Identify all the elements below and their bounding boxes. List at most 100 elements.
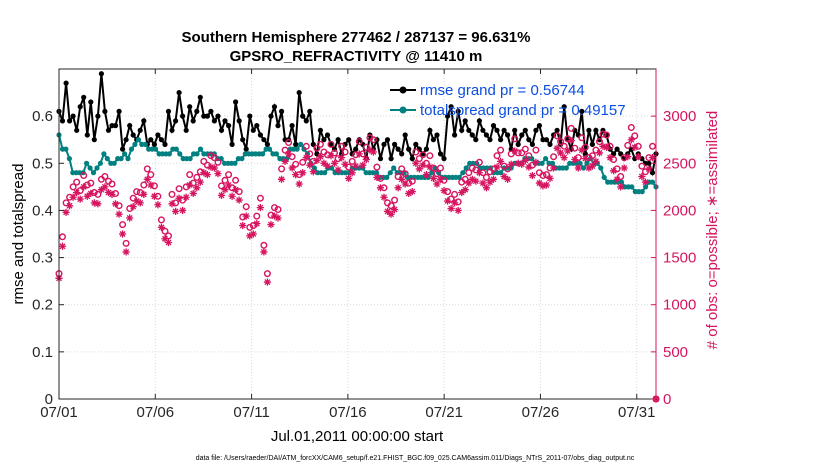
y-left-tick-label: 0.4 bbox=[32, 202, 53, 219]
assimilated-obs-point bbox=[440, 187, 448, 195]
rmse-point bbox=[589, 141, 596, 147]
possible-obs-point bbox=[408, 177, 416, 185]
assimilated-obs-point bbox=[330, 159, 339, 167]
spread-point bbox=[194, 151, 200, 157]
assimilated-obs-point bbox=[143, 175, 151, 183]
possible-obs-point bbox=[419, 151, 427, 159]
possible-obs-point bbox=[588, 152, 596, 160]
rmse-point bbox=[88, 99, 94, 105]
spread-point bbox=[266, 146, 273, 152]
assimilated-obs-point bbox=[232, 186, 240, 194]
possible-obs-point bbox=[610, 155, 618, 163]
spread-point bbox=[598, 165, 604, 171]
assimilated-obs-point bbox=[334, 166, 342, 174]
assimilated-obs-point bbox=[454, 206, 462, 215]
assimilated-obs-point bbox=[436, 175, 445, 183]
rmse-point bbox=[494, 127, 500, 133]
possible-obs-point bbox=[306, 150, 314, 158]
possible-obs-point bbox=[232, 176, 240, 184]
spread-point bbox=[391, 165, 397, 171]
rmse-point bbox=[515, 141, 521, 147]
spread-point bbox=[111, 160, 117, 166]
assimilated-obs-point bbox=[299, 169, 307, 177]
assimilated-obs-point bbox=[73, 188, 81, 197]
rmse-point bbox=[70, 113, 76, 119]
spread-point bbox=[97, 160, 103, 166]
possible-obs-point bbox=[193, 173, 201, 181]
assimilated-obs-point bbox=[405, 189, 413, 198]
assimilated-obs-point bbox=[472, 177, 480, 185]
assimilated-obs-point bbox=[83, 192, 91, 200]
assimilated-obs-point bbox=[581, 154, 589, 163]
possible-obs-point bbox=[168, 190, 176, 198]
possible-obs-point bbox=[143, 165, 151, 173]
possible-obs-point bbox=[271, 204, 279, 212]
rmse-point bbox=[130, 132, 136, 138]
spread-point bbox=[132, 141, 138, 147]
rmse-point bbox=[501, 127, 507, 133]
possible-obs-point bbox=[256, 194, 264, 202]
rmse-point bbox=[240, 137, 246, 143]
possible-obs-point bbox=[136, 188, 144, 196]
possible-obs-point bbox=[260, 241, 268, 249]
possible-obs-point bbox=[225, 171, 233, 179]
assimilated-obs-point bbox=[369, 148, 377, 156]
rmse-point bbox=[399, 151, 405, 157]
possible-obs-point bbox=[465, 169, 473, 177]
legend-spread-label: totalspread grand pr = 0.49157 bbox=[420, 102, 626, 119]
assimilated-obs-point bbox=[479, 179, 487, 187]
rmse-point bbox=[554, 127, 560, 133]
rmse-point bbox=[63, 80, 69, 86]
assimilated-obs-point bbox=[394, 184, 402, 192]
possible-obs-point bbox=[433, 170, 441, 178]
assimilated-obs-point bbox=[97, 186, 105, 194]
assimilated-obs-point bbox=[323, 162, 332, 170]
spread-point bbox=[298, 141, 304, 147]
x-tick-label: 07/21 bbox=[425, 404, 463, 421]
assimilated-obs-point bbox=[101, 183, 109, 191]
rmse-point bbox=[190, 118, 196, 124]
rmse-point bbox=[466, 127, 472, 133]
assimilated-obs-point bbox=[535, 179, 544, 187]
rmse-point bbox=[476, 118, 482, 124]
spread-point bbox=[294, 146, 300, 152]
assimilated-obs-point bbox=[207, 163, 215, 171]
assimilated-obs-point bbox=[270, 212, 279, 220]
assimilated-obs-point bbox=[253, 220, 261, 228]
assimilated-obs-point bbox=[94, 200, 102, 208]
possible-obs-point bbox=[475, 158, 483, 166]
assimilated-obs-point bbox=[401, 180, 409, 188]
assimilated-obs-point bbox=[507, 160, 515, 168]
assimilated-obs-point bbox=[288, 164, 296, 172]
rmse-point bbox=[434, 132, 440, 138]
spread-point bbox=[387, 170, 393, 176]
rmse-point bbox=[430, 137, 436, 143]
rmse-point bbox=[303, 118, 309, 124]
possible-obs-point bbox=[468, 164, 476, 172]
rmse-point bbox=[158, 137, 164, 143]
assimilated-obs-point bbox=[157, 223, 166, 231]
rmse-point bbox=[346, 137, 352, 143]
possible-obs-point bbox=[387, 202, 395, 210]
y-right-tick-label: 1000 bbox=[663, 297, 696, 314]
spread-point bbox=[301, 146, 307, 152]
spread-point bbox=[66, 156, 72, 162]
spread-point bbox=[104, 156, 110, 162]
spread-point bbox=[580, 165, 587, 171]
possible-obs-point bbox=[624, 141, 632, 149]
y-left-tick-label: 0.5 bbox=[32, 155, 53, 172]
rmse-point bbox=[236, 118, 242, 124]
assimilated-obs-point bbox=[504, 175, 512, 183]
possible-obs-point bbox=[207, 152, 215, 160]
possible-obs-point bbox=[567, 124, 575, 132]
assimilated-obs-point bbox=[263, 278, 272, 286]
legend-spread-marker bbox=[399, 106, 407, 114]
assimilated-obs-point bbox=[341, 160, 349, 168]
possible-obs-point bbox=[504, 165, 512, 173]
x-tick-label: 07/11 bbox=[233, 404, 269, 421]
possible-obs-point bbox=[437, 164, 445, 172]
chart-title-line1: Southern Hemisphere 277462 / 287137 = 96… bbox=[182, 29, 531, 46]
assimilated-obs-point bbox=[595, 149, 604, 157]
assimilated-obs-point bbox=[267, 220, 275, 229]
